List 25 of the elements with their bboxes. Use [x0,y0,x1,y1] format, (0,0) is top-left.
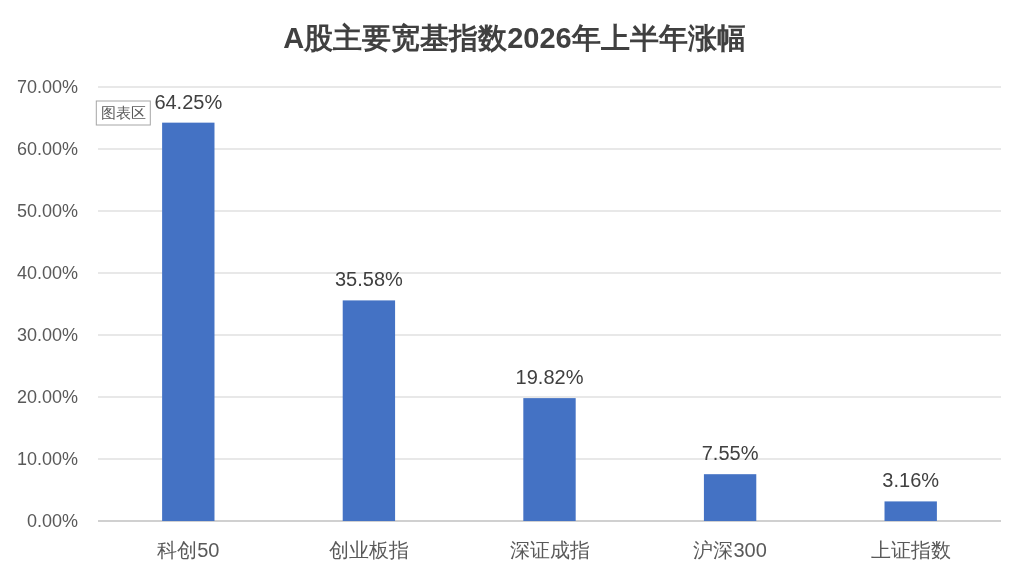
y-tick-label: 40.00% [16,263,78,284]
y-tick-label: 20.00% [16,387,78,408]
chart-title: A股主要宽基指数2026年上半年涨幅 [283,22,746,54]
y-tick-label: 30.00% [16,325,78,346]
bar [523,398,576,521]
x-tick-label: 深证成指 [509,539,590,561]
x-tick-label: 创业板指 [328,539,409,561]
data-label: 7.55% [701,442,759,465]
x-tick-label: 沪深300 [693,539,767,561]
bar [884,501,937,521]
x-tick-label: 科创50 [157,539,220,561]
y-tick-label: 10.00% [16,449,78,470]
data-label: 64.25% [154,90,223,113]
data-label: 35.58% [334,268,404,291]
y-tick-label: 0.00% [26,511,78,532]
bar [162,122,215,521]
x-tick-label: 上证指数 [870,539,951,561]
y-tick-label: 70.00% [16,77,78,98]
bar [703,474,757,521]
data-label: 19.82% [515,366,584,389]
y-tick-label: 50.00% [16,201,78,222]
y-tick-label: 60.00% [16,139,78,160]
annotation: 图表区 [100,104,146,122]
data-label: 3.16% [882,469,940,492]
bar [342,300,396,521]
